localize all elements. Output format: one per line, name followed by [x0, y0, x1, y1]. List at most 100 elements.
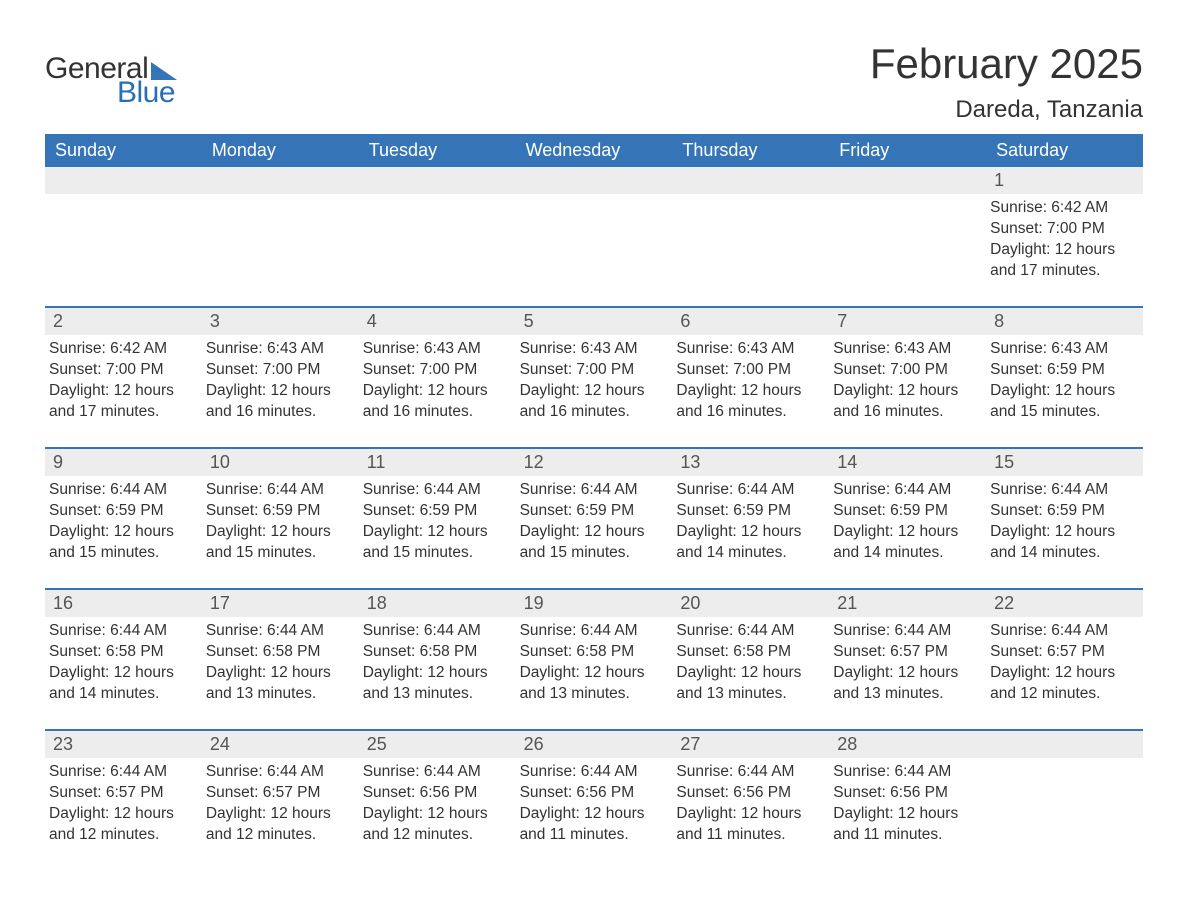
daylight-line-2: and 14 minutes. — [833, 543, 978, 564]
sunrise-line: Sunrise: 6:44 AM — [833, 480, 978, 501]
day-header-thursday: Thursday — [672, 134, 829, 167]
daylight-line-2: and 17 minutes. — [990, 261, 1135, 282]
daylight-line-2: and 14 minutes. — [49, 684, 194, 705]
day-header-row: Sunday Monday Tuesday Wednesday Thursday… — [45, 134, 1143, 167]
day-cell: Sunrise: 6:44 AMSunset: 6:56 PMDaylight:… — [672, 758, 829, 870]
day-content-row: Sunrise: 6:42 AMSunset: 7:00 PMDaylight:… — [45, 194, 1143, 306]
day-content-row: Sunrise: 6:44 AMSunset: 6:59 PMDaylight:… — [45, 476, 1143, 588]
daylight-line-1: Daylight: 12 hours — [676, 663, 821, 684]
sunset-line: Sunset: 6:58 PM — [676, 642, 821, 663]
day-cell: Sunrise: 6:44 AMSunset: 6:59 PMDaylight:… — [45, 476, 202, 588]
sunrise-line: Sunrise: 6:44 AM — [676, 480, 821, 501]
day-header-monday: Monday — [202, 134, 359, 167]
sunrise-line: Sunrise: 6:44 AM — [520, 480, 665, 501]
day-cell: Sunrise: 6:43 AMSunset: 6:59 PMDaylight:… — [986, 335, 1143, 447]
sunset-line: Sunset: 6:57 PM — [206, 783, 351, 804]
day-cell: Sunrise: 6:44 AMSunset: 6:59 PMDaylight:… — [986, 476, 1143, 588]
sunrise-line: Sunrise: 6:43 AM — [520, 339, 665, 360]
day-number: 22 — [986, 590, 1143, 617]
sunset-line: Sunset: 6:59 PM — [206, 501, 351, 522]
daylight-line-2: and 13 minutes. — [520, 684, 665, 705]
sunset-line: Sunset: 6:56 PM — [833, 783, 978, 804]
day-cell: Sunrise: 6:44 AMSunset: 6:57 PMDaylight:… — [45, 758, 202, 870]
day-cell — [672, 194, 829, 306]
daylight-line-2: and 11 minutes. — [833, 825, 978, 846]
day-number-row: 2345678 — [45, 308, 1143, 335]
sunset-line: Sunset: 7:00 PM — [676, 360, 821, 381]
daylight-line-1: Daylight: 12 hours — [206, 804, 351, 825]
sunset-line: Sunset: 6:59 PM — [833, 501, 978, 522]
day-number — [359, 167, 516, 194]
day-number — [45, 167, 202, 194]
sunset-line: Sunset: 6:57 PM — [833, 642, 978, 663]
daylight-line-1: Daylight: 12 hours — [990, 522, 1135, 543]
sunset-line: Sunset: 6:58 PM — [206, 642, 351, 663]
sunrise-line: Sunrise: 6:44 AM — [206, 621, 351, 642]
sunrise-line: Sunrise: 6:43 AM — [676, 339, 821, 360]
sunrise-line: Sunrise: 6:44 AM — [520, 762, 665, 783]
day-number: 13 — [672, 449, 829, 476]
day-number: 18 — [359, 590, 516, 617]
day-cell — [986, 758, 1143, 870]
sunset-line: Sunset: 6:58 PM — [49, 642, 194, 663]
day-cell: Sunrise: 6:44 AMSunset: 6:58 PMDaylight:… — [672, 617, 829, 729]
day-header-wednesday: Wednesday — [516, 134, 673, 167]
daylight-line-1: Daylight: 12 hours — [520, 381, 665, 402]
daylight-line-1: Daylight: 12 hours — [206, 381, 351, 402]
sunrise-line: Sunrise: 6:43 AM — [833, 339, 978, 360]
daylight-line-2: and 15 minutes. — [990, 402, 1135, 423]
sunset-line: Sunset: 7:00 PM — [49, 360, 194, 381]
daylight-line-1: Daylight: 12 hours — [520, 663, 665, 684]
logo: General Blue — [45, 40, 177, 110]
sunset-line: Sunset: 6:59 PM — [990, 360, 1135, 381]
day-number: 4 — [359, 308, 516, 335]
sunrise-line: Sunrise: 6:43 AM — [206, 339, 351, 360]
daylight-line-2: and 14 minutes. — [990, 543, 1135, 564]
daylight-line-2: and 11 minutes. — [676, 825, 821, 846]
day-cell: Sunrise: 6:43 AMSunset: 7:00 PMDaylight:… — [516, 335, 673, 447]
day-header-saturday: Saturday — [986, 134, 1143, 167]
day-number: 8 — [986, 308, 1143, 335]
sunset-line: Sunset: 6:58 PM — [520, 642, 665, 663]
daylight-line-2: and 13 minutes. — [206, 684, 351, 705]
week-row: 16171819202122Sunrise: 6:44 AMSunset: 6:… — [45, 588, 1143, 729]
daylight-line-1: Daylight: 12 hours — [363, 522, 508, 543]
title-block: February 2025 Dareda, Tanzania — [870, 40, 1143, 124]
daylight-line-2: and 12 minutes. — [49, 825, 194, 846]
day-number: 3 — [202, 308, 359, 335]
sunrise-line: Sunrise: 6:44 AM — [49, 621, 194, 642]
sunrise-line: Sunrise: 6:44 AM — [49, 762, 194, 783]
day-cell: Sunrise: 6:43 AMSunset: 7:00 PMDaylight:… — [359, 335, 516, 447]
daylight-line-2: and 17 minutes. — [49, 402, 194, 423]
day-cell — [516, 194, 673, 306]
day-number: 24 — [202, 731, 359, 758]
day-header-friday: Friday — [829, 134, 986, 167]
day-cell — [202, 194, 359, 306]
daylight-line-1: Daylight: 12 hours — [676, 381, 821, 402]
week-row: 232425262728Sunrise: 6:44 AMSunset: 6:57… — [45, 729, 1143, 870]
sunrise-line: Sunrise: 6:44 AM — [990, 621, 1135, 642]
day-number: 12 — [516, 449, 673, 476]
day-cell: Sunrise: 6:44 AMSunset: 6:59 PMDaylight:… — [672, 476, 829, 588]
daylight-line-1: Daylight: 12 hours — [520, 522, 665, 543]
day-cell: Sunrise: 6:43 AMSunset: 7:00 PMDaylight:… — [202, 335, 359, 447]
day-number: 19 — [516, 590, 673, 617]
sunset-line: Sunset: 7:00 PM — [363, 360, 508, 381]
day-cell — [359, 194, 516, 306]
sunset-line: Sunset: 6:59 PM — [990, 501, 1135, 522]
sunset-line: Sunset: 6:59 PM — [520, 501, 665, 522]
week-row: 1Sunrise: 6:42 AMSunset: 7:00 PMDaylight… — [45, 167, 1143, 306]
day-cell: Sunrise: 6:43 AMSunset: 7:00 PMDaylight:… — [672, 335, 829, 447]
header: General Blue February 2025 Dareda, Tanza… — [45, 40, 1143, 124]
day-cell: Sunrise: 6:44 AMSunset: 6:59 PMDaylight:… — [516, 476, 673, 588]
day-number: 1 — [986, 167, 1143, 194]
day-cell: Sunrise: 6:44 AMSunset: 6:57 PMDaylight:… — [986, 617, 1143, 729]
day-number — [829, 167, 986, 194]
daylight-line-1: Daylight: 12 hours — [520, 804, 665, 825]
sunset-line: Sunset: 6:59 PM — [363, 501, 508, 522]
day-cell: Sunrise: 6:44 AMSunset: 6:56 PMDaylight:… — [359, 758, 516, 870]
day-number: 6 — [672, 308, 829, 335]
sunrise-line: Sunrise: 6:44 AM — [833, 621, 978, 642]
day-number: 17 — [202, 590, 359, 617]
daylight-line-2: and 15 minutes. — [49, 543, 194, 564]
